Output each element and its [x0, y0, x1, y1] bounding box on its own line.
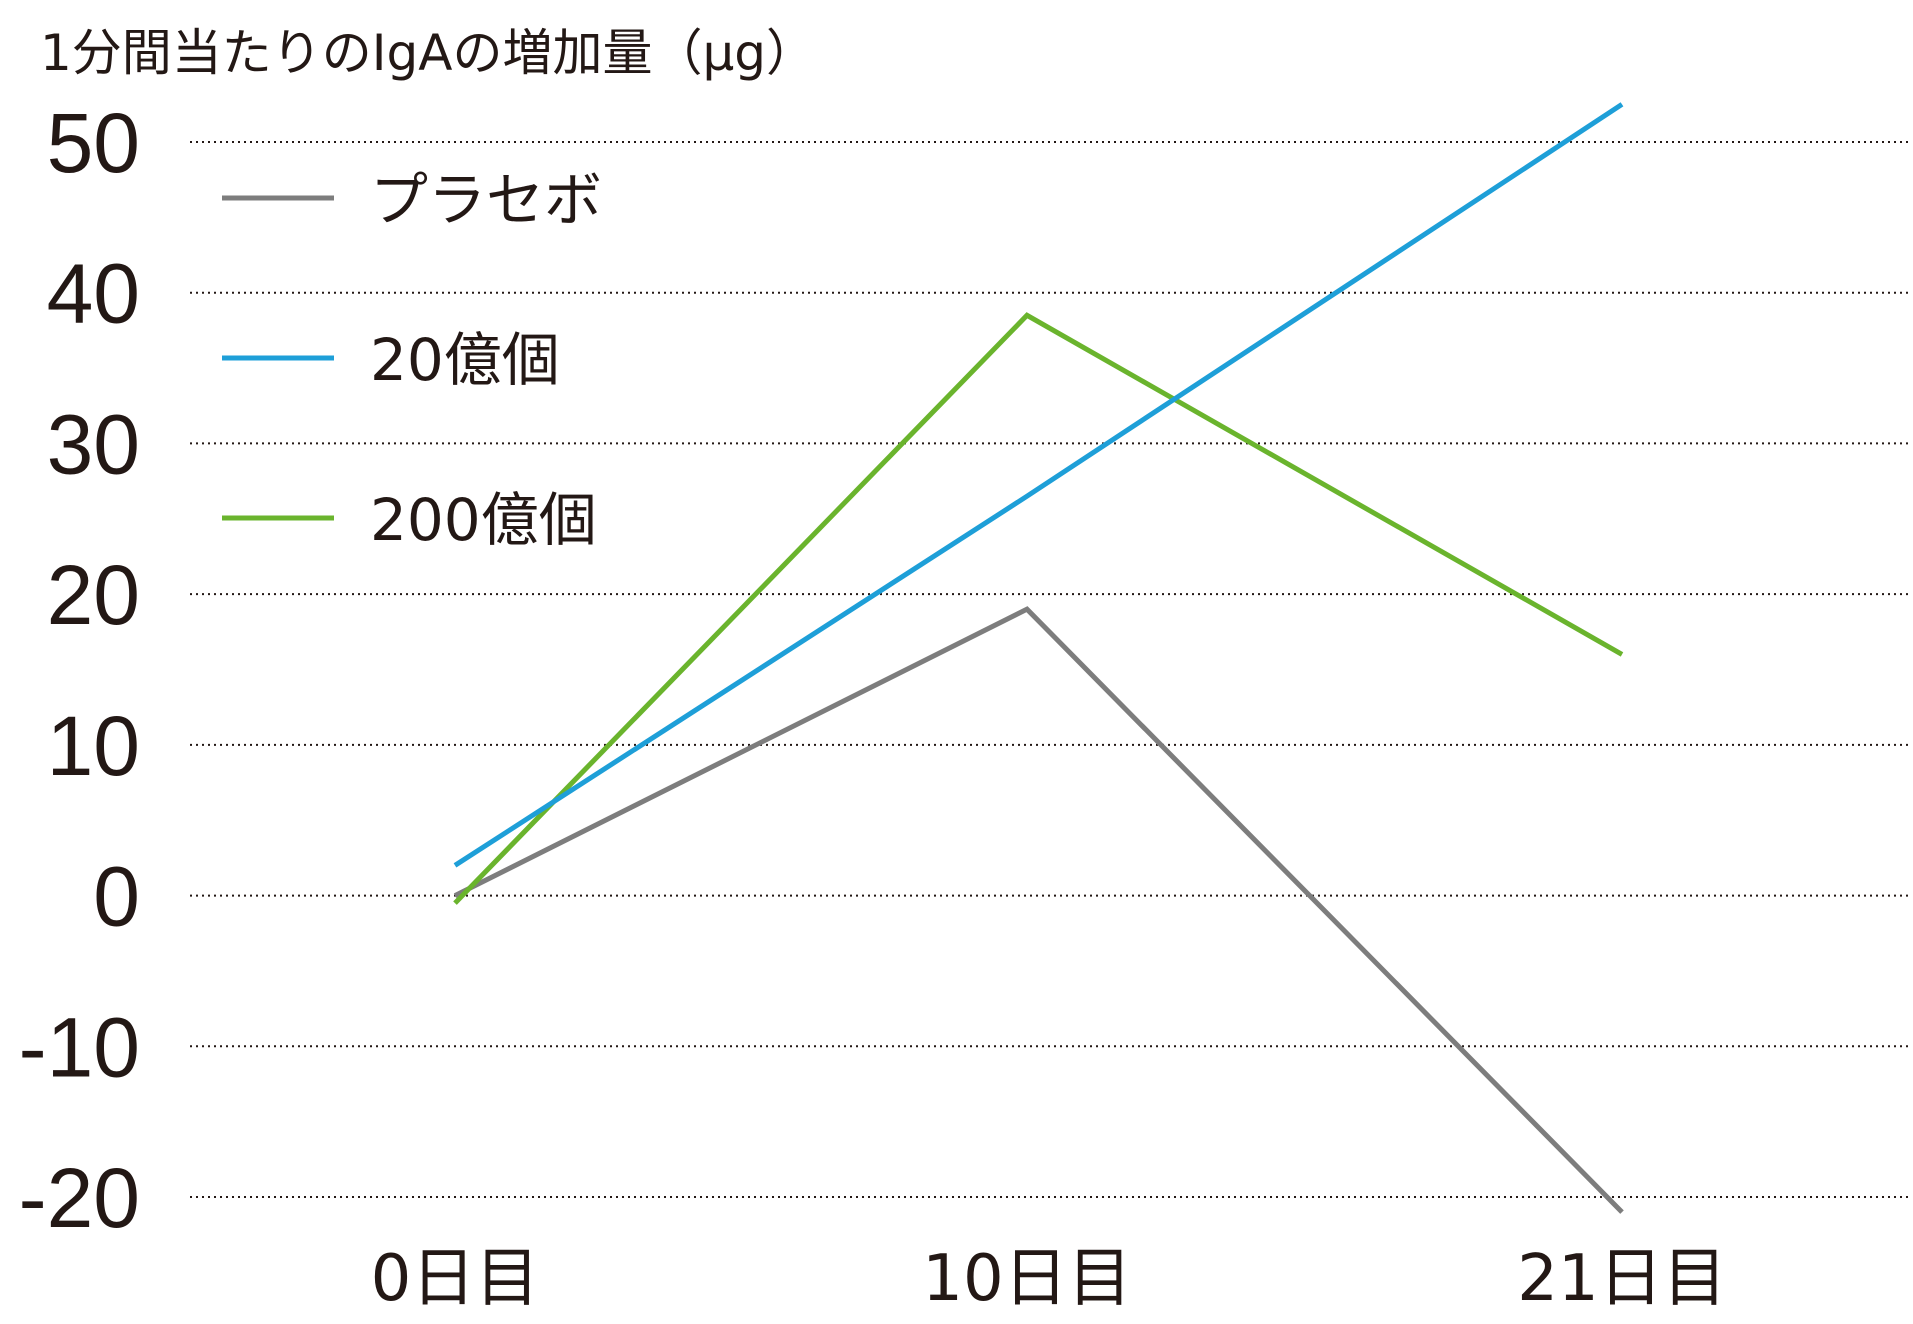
y-tick-label: 20	[47, 548, 140, 642]
x-tick-label: 0日目	[371, 1242, 540, 1316]
series-line-2	[453, 312, 1624, 905]
series-line-0	[453, 606, 1624, 1214]
y-axis-title: 1分間当たりのIgAの増加量（μg）	[40, 24, 816, 82]
y-tick-label: -10	[19, 1000, 140, 1094]
y-tick-label: 40	[47, 247, 140, 341]
y-tick-label: 30	[47, 397, 140, 491]
y-tick-label: 0	[93, 850, 140, 944]
y-axis-tick-labels: 50 40 30 20 10 0 -10 -20	[19, 96, 140, 1245]
x-axis-tick-labels: 0日目 10日目 21日目	[371, 1242, 1727, 1316]
y-tick-label: -20	[19, 1151, 140, 1245]
series-line-1	[453, 102, 1624, 868]
y-tick-label: 50	[47, 96, 140, 190]
legend-label-0: プラセボ	[370, 166, 602, 234]
legend-label-1: 20億個	[370, 326, 560, 394]
x-tick-label: 21日目	[1517, 1242, 1726, 1316]
series-lines	[453, 102, 1624, 1214]
x-tick-label: 10日目	[922, 1242, 1131, 1316]
y-tick-label: 10	[47, 699, 140, 793]
legend-label-2: 200億個	[370, 486, 597, 554]
grid-lines	[190, 141, 1910, 1198]
legend: プラセボ 20億個 200億個	[222, 166, 602, 554]
